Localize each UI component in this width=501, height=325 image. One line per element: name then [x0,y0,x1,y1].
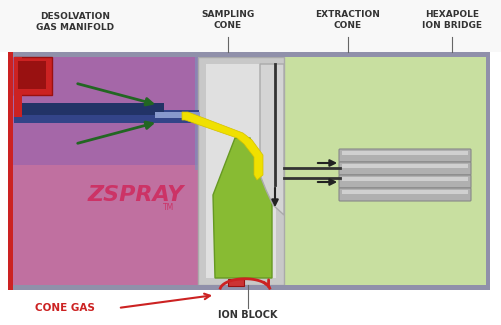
Text: ZSPRAY: ZSPRAY [88,185,184,205]
FancyBboxPatch shape [341,190,467,194]
Polygon shape [182,112,263,180]
FancyBboxPatch shape [12,52,209,290]
FancyBboxPatch shape [338,188,470,201]
FancyBboxPatch shape [338,149,470,162]
Text: EXTRACTION
CONE: EXTRACTION CONE [315,10,380,30]
FancyBboxPatch shape [12,52,489,57]
FancyBboxPatch shape [155,112,199,118]
FancyBboxPatch shape [341,164,467,168]
FancyBboxPatch shape [14,110,198,123]
Text: TM: TM [163,202,174,212]
FancyBboxPatch shape [338,175,470,188]
FancyBboxPatch shape [14,103,164,115]
Polygon shape [194,52,283,170]
Polygon shape [212,138,272,278]
Text: ION BLOCK: ION BLOCK [218,310,277,320]
FancyBboxPatch shape [0,0,501,52]
FancyBboxPatch shape [18,61,46,89]
Text: HEXAPOLE
ION BRIDGE: HEXAPOLE ION BRIDGE [421,10,481,30]
FancyBboxPatch shape [8,52,13,290]
Polygon shape [260,64,284,215]
FancyBboxPatch shape [341,177,467,181]
FancyBboxPatch shape [14,57,22,117]
FancyBboxPatch shape [283,52,489,290]
Text: CONE GAS: CONE GAS [35,303,95,313]
FancyBboxPatch shape [12,285,489,290]
FancyBboxPatch shape [341,151,467,155]
FancyBboxPatch shape [205,64,276,278]
Polygon shape [12,52,199,165]
FancyBboxPatch shape [197,57,284,285]
FancyBboxPatch shape [227,279,243,286]
FancyBboxPatch shape [485,52,489,290]
FancyBboxPatch shape [14,57,52,95]
FancyBboxPatch shape [338,162,470,175]
Text: DESOLVATION
GAS MANIFOLD: DESOLVATION GAS MANIFOLD [36,12,114,32]
Text: SAMPLING
CONE: SAMPLING CONE [201,10,254,30]
